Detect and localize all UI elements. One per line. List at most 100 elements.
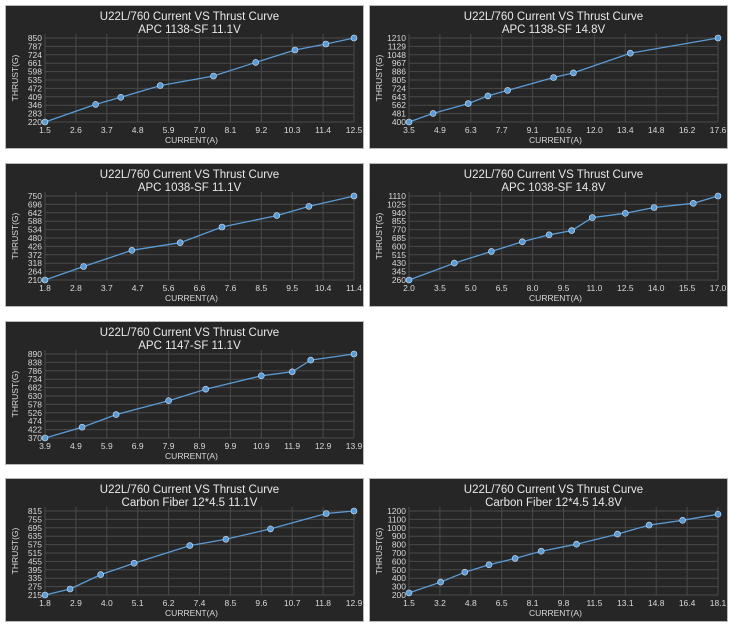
x-tick-label: 10.3 bbox=[284, 125, 301, 135]
y-tick-label: 786 bbox=[28, 366, 42, 376]
chart-panel: U22L/760 Current VS Thrust Curve Carbon F… bbox=[5, 478, 364, 622]
x-tick-label: 10.7 bbox=[284, 598, 301, 608]
y-tick-label: 1048 bbox=[387, 50, 406, 60]
y-tick-label: 734 bbox=[28, 374, 42, 384]
x-tick-label: 5.6 bbox=[163, 283, 175, 293]
data-point bbox=[464, 100, 472, 107]
data-point bbox=[305, 203, 313, 210]
y-tick-label: 515 bbox=[28, 548, 42, 558]
chart-title: U22L/760 Current VS Thrust Curve bbox=[100, 484, 279, 496]
x-axis-title: CURRENT(A) bbox=[165, 608, 218, 618]
chart-subtitle: Carbon Fiber 12*4.5 14.8V bbox=[485, 497, 622, 509]
data-point bbox=[626, 49, 634, 57]
x-tick-label: 17.0 bbox=[710, 283, 727, 293]
y-tick-label: 800 bbox=[392, 540, 406, 550]
x-tick-label: 13.4 bbox=[617, 125, 634, 135]
y-tick-label: 474 bbox=[28, 416, 42, 426]
data-point bbox=[41, 591, 49, 599]
y-tick-label: 426 bbox=[28, 241, 42, 251]
chart-subtitle: APC 1038-SF 11.1V bbox=[138, 182, 242, 194]
data-point bbox=[405, 589, 413, 597]
x-tick-label: 11.4 bbox=[315, 125, 331, 135]
y-tick-label: 455 bbox=[28, 556, 42, 566]
x-tick-label: 11.8 bbox=[315, 598, 331, 608]
data-point bbox=[589, 214, 596, 221]
y-tick-label: 275 bbox=[28, 582, 42, 592]
x-tick-label: 9.5 bbox=[558, 283, 570, 293]
y-tick-label: 562 bbox=[392, 100, 406, 110]
x-tick-label: 6.5 bbox=[496, 283, 508, 293]
x-tick-label: 8.1 bbox=[527, 598, 539, 608]
x-tick-label: 2.8 bbox=[70, 283, 82, 293]
data-point bbox=[350, 507, 358, 515]
data-point bbox=[97, 571, 104, 578]
data-point bbox=[405, 118, 413, 126]
y-tick-label: 283 bbox=[28, 109, 42, 119]
data-point bbox=[511, 555, 519, 562]
y-tick-label: 370 bbox=[28, 433, 42, 443]
y-axis-title: THRUST(G) bbox=[374, 54, 384, 101]
x-tick-label: 2.0 bbox=[403, 283, 415, 293]
data-point bbox=[504, 87, 511, 94]
chart-panel: U22L/760 Current VS Thrust Curve APC 1138… bbox=[369, 5, 728, 149]
x-tick-label: 12.5 bbox=[346, 125, 363, 135]
x-tick-label: 14.0 bbox=[648, 283, 665, 293]
chart-title: U22L/760 Current VS Thrust Curve bbox=[464, 484, 643, 496]
x-tick-label: 9.2 bbox=[255, 125, 267, 135]
x-tick-label: 9.6 bbox=[255, 598, 267, 608]
y-tick-label: 481 bbox=[392, 109, 406, 119]
data-point bbox=[78, 423, 86, 431]
y-tick-label: 500 bbox=[392, 565, 406, 575]
x-tick-label: 9.5 bbox=[286, 283, 298, 293]
x-tick-label: 18.1 bbox=[710, 598, 727, 608]
y-tick-label: 578 bbox=[28, 399, 42, 409]
y-tick-label: 696 bbox=[28, 199, 42, 209]
x-tick-label: 16.2 bbox=[679, 125, 696, 135]
data-point bbox=[41, 118, 49, 126]
x-tick-label: 3.9 bbox=[39, 441, 51, 451]
x-tick-label: 7.9 bbox=[163, 441, 175, 451]
y-tick-label: 400 bbox=[392, 573, 406, 583]
x-tick-label: 1.5 bbox=[403, 598, 415, 608]
x-tick-label: 1.8 bbox=[39, 283, 51, 293]
data-point bbox=[437, 578, 444, 586]
y-tick-label: 534 bbox=[28, 225, 42, 235]
y-tick-label: 220 bbox=[28, 117, 42, 127]
data-point bbox=[117, 94, 125, 101]
x-axis-title: CURRENT(A) bbox=[165, 135, 218, 145]
y-tick-label: 400 bbox=[392, 117, 406, 127]
x-tick-label: 11.5 bbox=[586, 598, 602, 608]
x-tick-label: 6.3 bbox=[465, 125, 477, 135]
data-point bbox=[258, 372, 265, 380]
y-tick-label: 635 bbox=[28, 531, 42, 541]
y-tick-label: 850 bbox=[28, 33, 42, 43]
y-tick-label: 890 bbox=[28, 349, 42, 359]
data-point bbox=[252, 59, 259, 66]
data-point bbox=[570, 69, 577, 77]
y-tick-label: 1000 bbox=[387, 523, 406, 533]
data-point bbox=[689, 199, 697, 207]
x-tick-label: 8.9 bbox=[194, 441, 206, 451]
y-tick-label: 480 bbox=[28, 233, 42, 243]
data-point bbox=[210, 72, 217, 80]
x-tick-label: 12.0 bbox=[586, 125, 603, 135]
x-tick-label: 5.0 bbox=[465, 283, 477, 293]
data-point bbox=[165, 397, 172, 404]
y-axis-title: THRUST(G) bbox=[10, 54, 20, 101]
x-tick-label: 4.9 bbox=[70, 441, 82, 451]
x-tick-label: 6.5 bbox=[496, 598, 508, 608]
y-tick-label: 515 bbox=[392, 250, 406, 260]
x-tick-label: 3.5 bbox=[403, 125, 415, 135]
y-tick-label: 318 bbox=[28, 258, 42, 268]
data-point bbox=[322, 40, 330, 48]
y-tick-label: 598 bbox=[28, 67, 42, 77]
data-point bbox=[92, 101, 99, 108]
data-point bbox=[622, 209, 629, 217]
data-point bbox=[130, 559, 138, 567]
x-tick-label: 8.5 bbox=[224, 598, 236, 608]
data-point bbox=[461, 568, 469, 576]
x-axis-title: CURRENT(A) bbox=[529, 135, 582, 145]
x-axis-title: CURRENT(A) bbox=[529, 293, 582, 303]
